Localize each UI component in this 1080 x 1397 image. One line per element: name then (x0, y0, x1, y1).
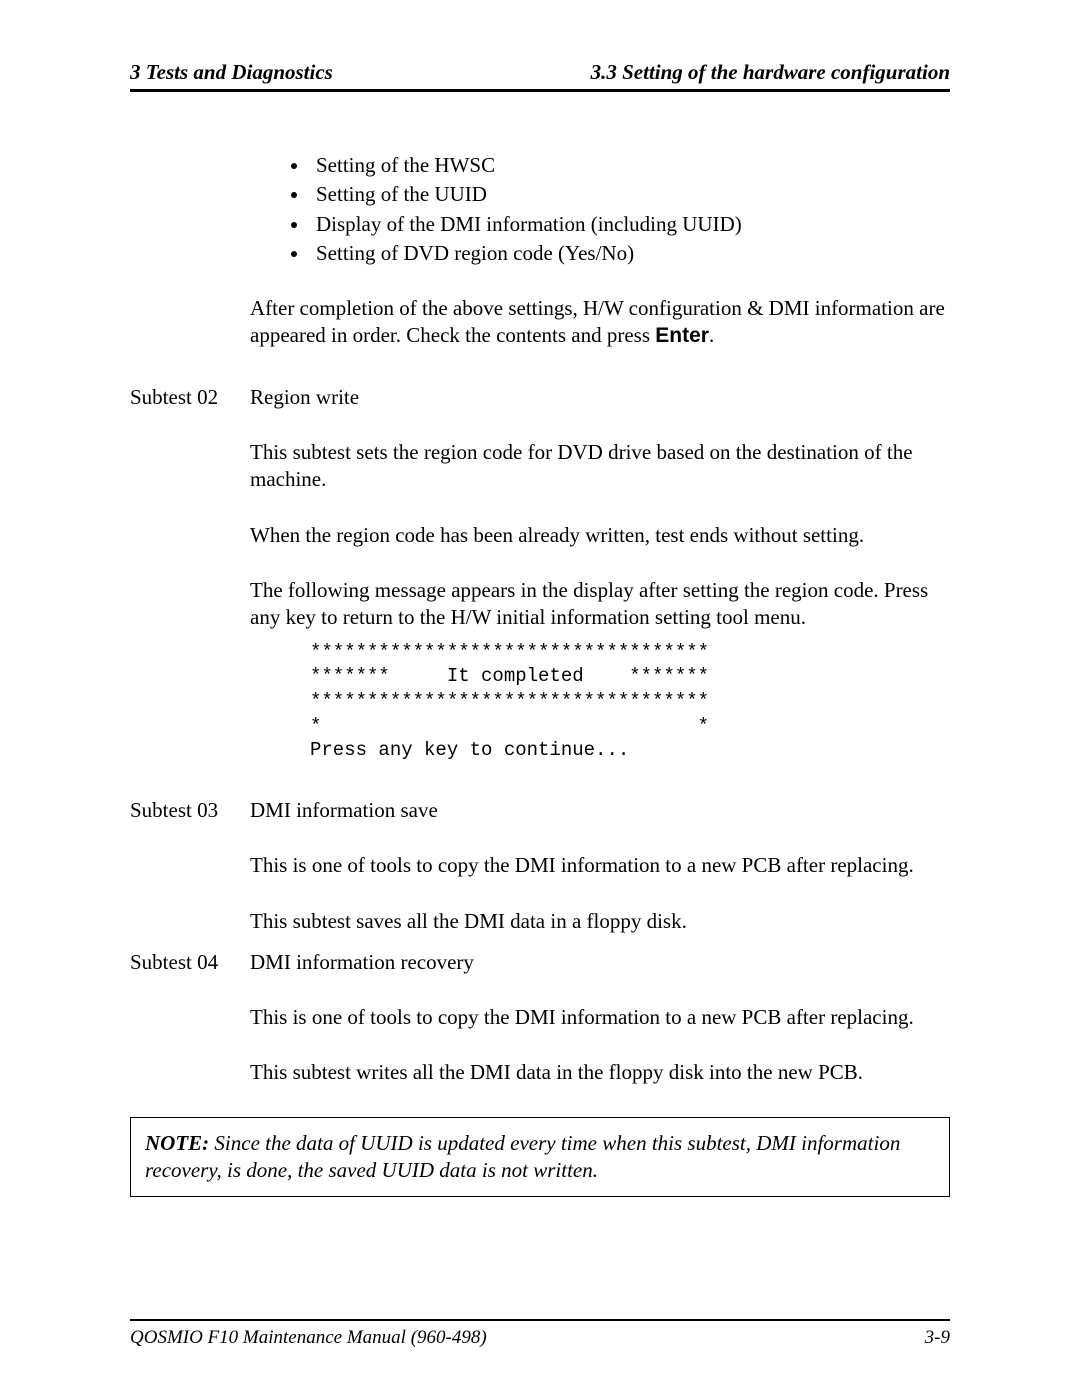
page-header: 3 Tests and Diagnostics 3.3 Setting of t… (130, 60, 950, 92)
subtest-04-body: DMI information recovery This is one of … (250, 949, 950, 1087)
subtest-04-row: Subtest 04 DMI information recovery This… (130, 949, 950, 1087)
subtest-02-title: Region write (250, 384, 950, 411)
subtest-03-row: Subtest 03 DMI information save This is … (130, 797, 950, 935)
subtest-02-body: Region write This subtest sets the regio… (250, 384, 950, 632)
header-right: 3.3 Setting of the hardware configuratio… (591, 60, 950, 85)
document-page: 3 Tests and Diagnostics 3.3 Setting of t… (0, 0, 1080, 1397)
subtest-02-row: Subtest 02 Region write This subtest set… (130, 384, 950, 632)
intro-text-post: . (709, 323, 714, 347)
subtest-02-p2: When the region code has been already wr… (250, 522, 950, 549)
header-left: 3 Tests and Diagnostics (130, 60, 333, 85)
subtest-02-label: Subtest 02 (130, 384, 250, 632)
console-output: *********************************** ****… (310, 640, 950, 763)
list-item: Setting of DVD region code (Yes/No) (310, 240, 950, 267)
subtest-04-p1: This is one of tools to copy the DMI inf… (250, 1004, 950, 1031)
page-footer: QOSMIO F10 Maintenance Manual (960-498) … (130, 1319, 950, 1349)
bullet-list: Setting of the HWSC Setting of the UUID … (310, 152, 950, 267)
subtest-03-body: DMI information save This is one of tool… (250, 797, 950, 935)
list-item: Setting of the UUID (310, 181, 950, 208)
page-content: Setting of the HWSC Setting of the UUID … (130, 152, 950, 1197)
subtest-04-p2: This subtest writes all the DMI data in … (250, 1059, 950, 1086)
subtest-02-p1: This subtest sets the region code for DV… (250, 439, 950, 494)
footer-right: 3-9 (925, 1327, 950, 1349)
subtest-03-p2: This subtest saves all the DMI data in a… (250, 908, 950, 935)
list-item: Setting of the HWSC (310, 152, 950, 179)
intro-paragraph: After completion of the above settings, … (250, 295, 950, 350)
note-box: NOTE: Since the data of UUID is updated … (130, 1117, 950, 1198)
subtest-02-p3: The following message appears in the dis… (250, 577, 950, 632)
enter-key-label: Enter (655, 324, 709, 347)
subtest-03-p1: This is one of tools to copy the DMI inf… (250, 852, 950, 879)
subtest-03-title: DMI information save (250, 797, 950, 824)
note-text: Since the data of UUID is updated every … (145, 1131, 900, 1182)
subtest-04-label: Subtest 04 (130, 949, 250, 1087)
intro-text-pre: After completion of the above settings, … (250, 296, 945, 347)
list-item: Display of the DMI information (includin… (310, 211, 950, 238)
subtest-04-title: DMI information recovery (250, 949, 950, 976)
subtest-03-label: Subtest 03 (130, 797, 250, 935)
footer-left: QOSMIO F10 Maintenance Manual (960-498) (130, 1327, 487, 1349)
note-label: NOTE: (145, 1131, 209, 1155)
